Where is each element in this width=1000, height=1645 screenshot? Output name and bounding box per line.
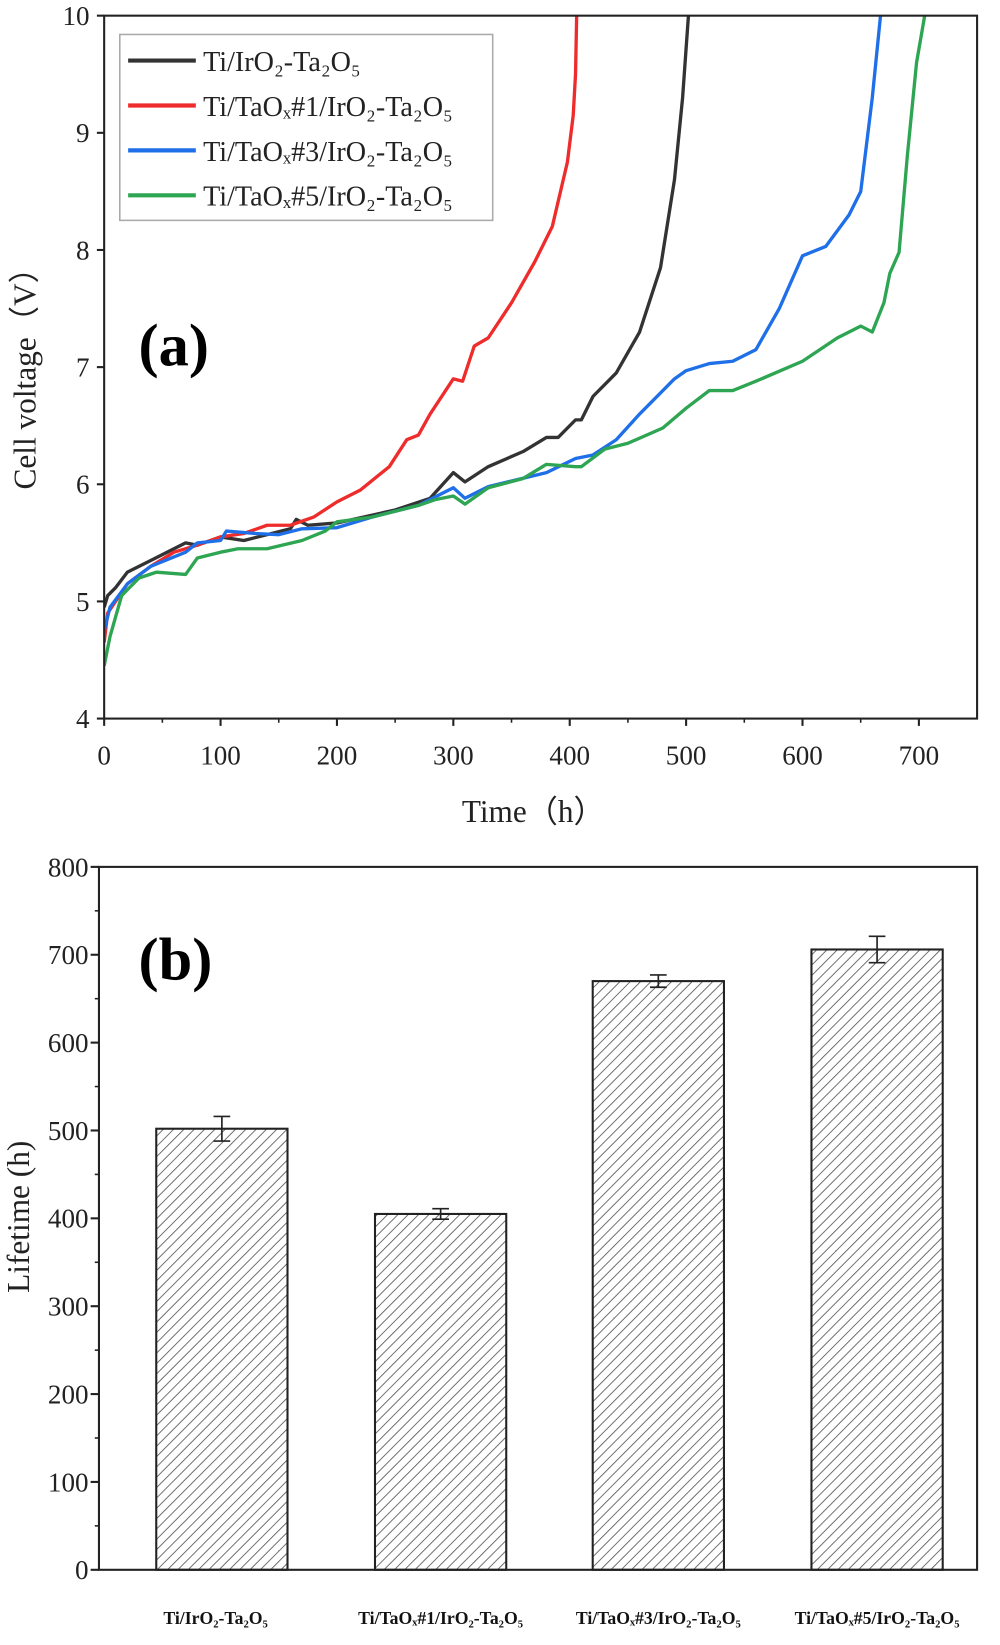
y-tick-label: 7	[76, 352, 90, 382]
y-tick-label: 4	[76, 704, 90, 734]
y-tick-label: 800	[48, 852, 89, 882]
x-tick-label: 300	[433, 741, 474, 771]
y-axis-label-b: Lifetime (h)	[1, 1141, 36, 1293]
y-axis-label-a: Cell voltage（V）	[7, 252, 42, 490]
legend-box	[119, 33, 494, 222]
x-tick-label: 700	[899, 741, 940, 771]
chart-b-lifetime: (b) Lifetime (h) Ti/IrO₂-Ta₂O₅ Ti/TaOₓ#1/…	[1, 852, 979, 1628]
x-tick-label: 600	[782, 741, 823, 771]
category-label-4: Ti/TaOₓ#5/IrO₂-Ta₂O₅	[795, 1608, 960, 1628]
y-tick-label: 100	[48, 1467, 89, 1497]
x-tick-label: 100	[200, 741, 241, 771]
series-line-4	[104, 15, 927, 667]
bar-4	[810, 948, 944, 1571]
y-tick-label: 200	[48, 1379, 89, 1409]
y-tick-label: 9	[76, 118, 90, 148]
x-tick-label: 200	[317, 741, 358, 771]
series-line-2	[104, 15, 579, 643]
y-tick-label: 10	[63, 1, 90, 31]
y-tick-label: 400	[48, 1204, 89, 1234]
category-label-3: Ti/TaOₓ#3/IrO₂-Ta₂O₅	[576, 1608, 741, 1628]
bar-3	[591, 980, 725, 1571]
y-tick-label: 5	[76, 587, 90, 617]
y-tick-label: 600	[48, 1028, 89, 1058]
x-tick-label: 400	[549, 741, 590, 771]
x-tick-label: 0	[97, 741, 111, 771]
bar-1	[155, 1127, 289, 1571]
panel-label-a: (a)	[139, 312, 209, 379]
bar-2	[373, 1212, 508, 1571]
y-tick-label: 6	[76, 470, 90, 500]
legend: Ti/IrO₂-Ta₂O₅ Ti/TaOₓ#1/IrO₂-Ta₂O₅ Ti/TaOₓ…	[119, 33, 494, 222]
chart-a-cell-voltage: (a) Time（h） Cell voltage（V） 0 100 200 300 40…	[7, 1, 979, 829]
y-tick-label: 300	[48, 1292, 89, 1322]
y-tick-label: 8	[76, 235, 90, 265]
category-label-2: Ti/TaOₓ#1/IrO₂-Ta₂O₅	[358, 1608, 523, 1628]
x-axis-label-a: Time（h）	[462, 794, 605, 829]
category-label-1: Ti/IrO₂-Ta₂O₅	[163, 1608, 267, 1628]
series-line-1	[104, 15, 691, 608]
legend-label-1: Ti/IrO₂-Ta₂O₅	[203, 47, 361, 78]
y-tick-label: 500	[48, 1116, 89, 1146]
legend-label-2: Ti/TaOₓ#1/IrO₂-Ta₂O₅	[203, 92, 453, 123]
x-tick-label: 500	[666, 741, 707, 771]
y-tick-label: 700	[48, 940, 89, 970]
y-tick-label: 0	[75, 1555, 89, 1585]
legend-label-4: Ti/TaOₓ#5/IrO₂-Ta₂O₅	[203, 182, 453, 213]
panel-label-b: (b)	[139, 927, 213, 994]
legend-label-3: Ti/TaOₓ#3/IrO₂-Ta₂O₅	[203, 137, 453, 168]
